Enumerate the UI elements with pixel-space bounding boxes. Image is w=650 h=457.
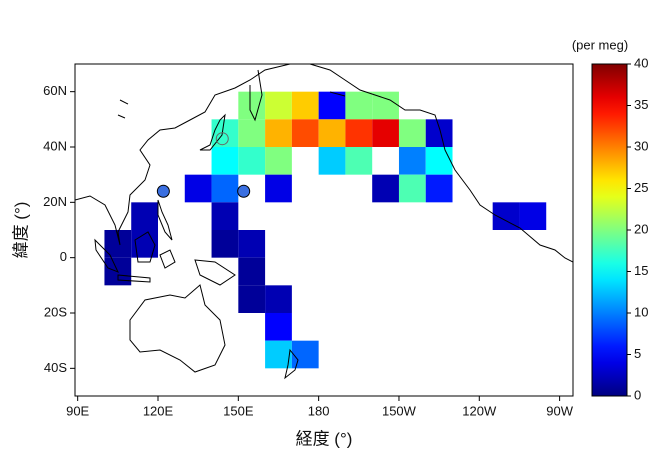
grid-cell bbox=[211, 230, 239, 258]
coastline bbox=[157, 199, 173, 241]
x-tick-label: 180 bbox=[308, 403, 330, 418]
grid-cell bbox=[211, 147, 239, 175]
grid-cell bbox=[345, 147, 373, 175]
grid-cell bbox=[184, 174, 212, 203]
grid-cell bbox=[291, 119, 319, 147]
colorbar-tick-label: 5 bbox=[634, 346, 641, 361]
grid-cell bbox=[265, 119, 292, 147]
grid-cell bbox=[238, 285, 266, 313]
colorbar-tick-label: 0 bbox=[634, 387, 641, 402]
grid-cell bbox=[318, 147, 346, 175]
x-tick-label: 150E bbox=[223, 403, 254, 418]
cell-layer bbox=[104, 91, 547, 369]
grid-cell bbox=[398, 147, 426, 175]
grid-cell bbox=[425, 119, 453, 147]
grid-cell bbox=[265, 147, 292, 175]
x-tick-label: 120W bbox=[462, 403, 497, 418]
y-tick-label: 20N bbox=[43, 194, 67, 209]
colorbar-tick-label: 35 bbox=[634, 97, 648, 112]
coastline bbox=[75, 64, 291, 246]
grid-cell bbox=[372, 174, 399, 203]
colorbar bbox=[591, 63, 628, 397]
coastline bbox=[284, 348, 299, 380]
grid-cell bbox=[265, 174, 292, 203]
colorbar-tick-label: 10 bbox=[634, 304, 648, 319]
x-tick-label: 120E bbox=[143, 403, 174, 418]
grid-cell bbox=[345, 119, 373, 147]
y-tick-label: 0 bbox=[60, 249, 67, 264]
x-tick-label: 90E bbox=[66, 403, 89, 418]
grid-cell bbox=[318, 119, 346, 147]
grid-cell bbox=[265, 91, 292, 120]
coastline bbox=[117, 91, 346, 119]
coastline bbox=[94, 238, 119, 273]
colorbar-tick-label: 15 bbox=[634, 263, 648, 278]
grid-cell bbox=[425, 147, 453, 175]
x-tick-label: 90W bbox=[546, 403, 573, 418]
coastline bbox=[159, 249, 176, 269]
colorbar-tick-label: 25 bbox=[634, 180, 648, 195]
colorbar-tick-label: 40 bbox=[634, 55, 648, 70]
grid-cell bbox=[398, 119, 426, 147]
x-axis-label: 経度 (°) bbox=[296, 429, 353, 448]
colorbar-label: (per meg) bbox=[572, 37, 628, 52]
x-tick-label: 150W bbox=[382, 403, 417, 418]
grid-cell bbox=[425, 174, 453, 203]
coastline bbox=[309, 64, 573, 263]
coastlines bbox=[75, 64, 573, 380]
grid-cell bbox=[398, 174, 426, 203]
grid-cell bbox=[291, 340, 319, 369]
grid-cell bbox=[211, 202, 239, 230]
coastline bbox=[129, 284, 226, 373]
station-marker bbox=[237, 184, 251, 198]
y-tick-label: 20S bbox=[44, 304, 67, 319]
station-marker bbox=[215, 132, 229, 146]
grid-cell bbox=[372, 119, 399, 147]
grid-cell bbox=[238, 147, 266, 175]
plot-frame bbox=[74, 63, 574, 397]
coastline bbox=[199, 113, 226, 151]
grid-cell bbox=[519, 202, 547, 230]
grid-cell bbox=[372, 91, 399, 120]
grid-cell bbox=[291, 91, 319, 120]
coastline bbox=[194, 259, 236, 286]
y-tick-label: 60N bbox=[43, 83, 67, 98]
y-tick-label: 40S bbox=[44, 360, 67, 375]
grid-cell bbox=[238, 230, 266, 258]
coastline bbox=[134, 231, 156, 263]
grid-cell bbox=[265, 285, 292, 313]
grid-cell bbox=[265, 313, 292, 341]
colorbar-tick-label: 30 bbox=[634, 138, 648, 153]
colorbar-tick-label: 20 bbox=[634, 221, 648, 236]
y-axis-label: 緯度 (°) bbox=[11, 202, 30, 259]
grid-cell bbox=[238, 119, 266, 147]
station-marker bbox=[156, 184, 170, 198]
coastline bbox=[117, 274, 151, 283]
grid-cell bbox=[211, 174, 239, 203]
grid-cell bbox=[131, 202, 158, 230]
grid-cell bbox=[238, 257, 266, 286]
grid-cell bbox=[318, 91, 346, 120]
grid-cell bbox=[345, 91, 373, 120]
grid-cell bbox=[238, 91, 266, 120]
grid-cell bbox=[265, 340, 292, 369]
coastline bbox=[249, 69, 263, 122]
y-tick-label: 40N bbox=[43, 138, 67, 153]
